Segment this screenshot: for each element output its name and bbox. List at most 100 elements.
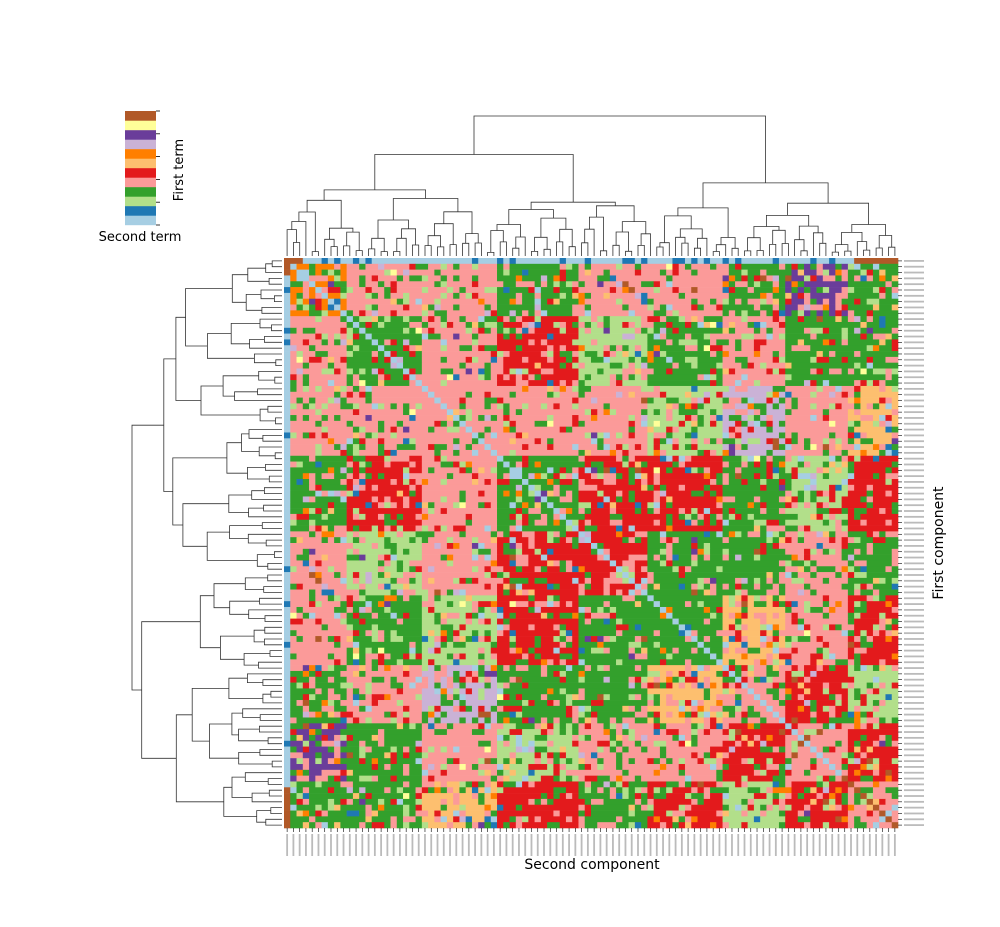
heatmap-cell — [421, 694, 441, 701]
heatmap-cell — [434, 630, 441, 637]
heatmap-cell — [453, 694, 460, 701]
heatmap-cell — [829, 444, 836, 451]
heatmap-cell — [785, 688, 792, 695]
heatmap-cell — [622, 444, 629, 451]
heatmap-cell — [302, 508, 310, 515]
heatmap-cell — [371, 321, 379, 329]
heatmap-cell — [597, 548, 604, 555]
heatmap-cell — [490, 449, 498, 457]
heatmap-cell — [428, 636, 435, 643]
heatmap-cell — [302, 473, 310, 480]
heatmap-cell — [741, 432, 780, 439]
heatmap-cell — [465, 356, 473, 363]
heatmap-cell — [315, 729, 322, 736]
heatmap-cell — [522, 496, 535, 503]
heatmap-cell — [403, 566, 410, 573]
heatmap-cell — [810, 415, 817, 422]
heatmap-cell — [522, 298, 535, 305]
heatmap-cell — [528, 740, 535, 747]
heatmap-cell — [622, 449, 629, 457]
heatmap-cell — [641, 420, 648, 427]
heatmap-cell — [522, 566, 535, 573]
heatmap-cell — [741, 444, 748, 451]
heatmap-cell — [390, 717, 398, 724]
heatmap-cell — [290, 455, 310, 462]
heatmap-cell — [421, 670, 435, 678]
heatmap-cell — [327, 397, 335, 404]
heatmap-cell — [772, 572, 780, 579]
heatmap-cell — [653, 420, 661, 427]
heatmap-cell — [553, 717, 560, 724]
heatmap-cell — [835, 525, 842, 532]
heatmap-cell — [678, 403, 686, 410]
heatmap-cell — [891, 281, 899, 288]
heatmap-cell — [446, 415, 454, 422]
heatmap-cell — [384, 351, 391, 358]
heatmap-cell — [578, 333, 623, 340]
heatmap-cell — [634, 269, 642, 276]
heatmap-cell — [703, 397, 711, 404]
heatmap-cell — [659, 484, 667, 491]
heatmap-cell — [741, 269, 748, 276]
heatmap-cell — [565, 281, 573, 288]
heatmap-cell — [415, 502, 423, 509]
heatmap-cell — [766, 484, 780, 491]
heatmap-cell — [647, 403, 667, 410]
heatmap-cell — [565, 513, 586, 521]
heatmap-cell — [559, 345, 567, 352]
heatmap-cell — [735, 676, 742, 683]
heatmap-cell — [747, 415, 755, 422]
heatmap-cell — [553, 583, 560, 590]
heatmap-cell — [785, 292, 792, 300]
heatmap-cell — [365, 554, 379, 561]
heatmap-cell — [290, 374, 297, 381]
heatmap-cell — [847, 461, 855, 468]
heatmap-cell — [785, 281, 792, 288]
heatmap-cell — [484, 368, 492, 375]
heatmap-cell — [829, 304, 836, 311]
heatmap-cell — [315, 694, 329, 701]
heatmap-cell — [591, 612, 611, 619]
heatmap-cell — [465, 391, 473, 398]
heatmap-cell — [741, 577, 748, 585]
heatmap-cell — [816, 385, 824, 393]
row-dendrogram-link — [213, 583, 246, 609]
heatmap-cell — [816, 513, 824, 521]
heatmap-cell — [565, 670, 579, 678]
heatmap-cell — [471, 449, 479, 457]
heatmap-cell — [766, 630, 773, 637]
heatmap-cell — [509, 630, 517, 637]
heatmap-cell — [885, 537, 899, 544]
heatmap-cell — [634, 368, 642, 375]
heatmap-cell — [484, 298, 498, 305]
heatmap-cell — [284, 543, 291, 550]
heatmap-cell — [459, 316, 466, 323]
row-dendrogram-link — [247, 267, 270, 282]
heatmap-cell — [810, 333, 817, 340]
heatmap-cell — [766, 705, 773, 712]
heatmap-cell — [841, 444, 855, 451]
heatmap-cell — [290, 537, 297, 544]
heatmap-cell — [352, 479, 360, 486]
heatmap-cell — [710, 682, 717, 689]
heatmap-cell — [678, 537, 692, 544]
heatmap-cell — [872, 723, 880, 730]
column-dendrogram-link — [465, 233, 479, 244]
heatmap-cell — [666, 391, 686, 398]
heatmap-cell — [377, 560, 385, 567]
heatmap-cell — [659, 606, 667, 614]
heatmap-cell — [377, 316, 385, 323]
heatmap-cell — [478, 316, 485, 323]
column-dendrogram-link — [834, 244, 849, 253]
heatmap-cell — [735, 595, 742, 602]
heatmap-cell — [609, 734, 617, 742]
heatmap-cell — [490, 426, 504, 433]
heatmap-cell — [747, 356, 773, 363]
heatmap-cell — [497, 351, 504, 358]
heatmap-cell — [622, 537, 629, 544]
heatmap-cell — [290, 723, 304, 730]
heatmap-cell — [847, 304, 874, 311]
heatmap-cell — [728, 659, 736, 666]
heatmap-cell — [528, 560, 548, 567]
heatmap-cell — [359, 577, 366, 585]
